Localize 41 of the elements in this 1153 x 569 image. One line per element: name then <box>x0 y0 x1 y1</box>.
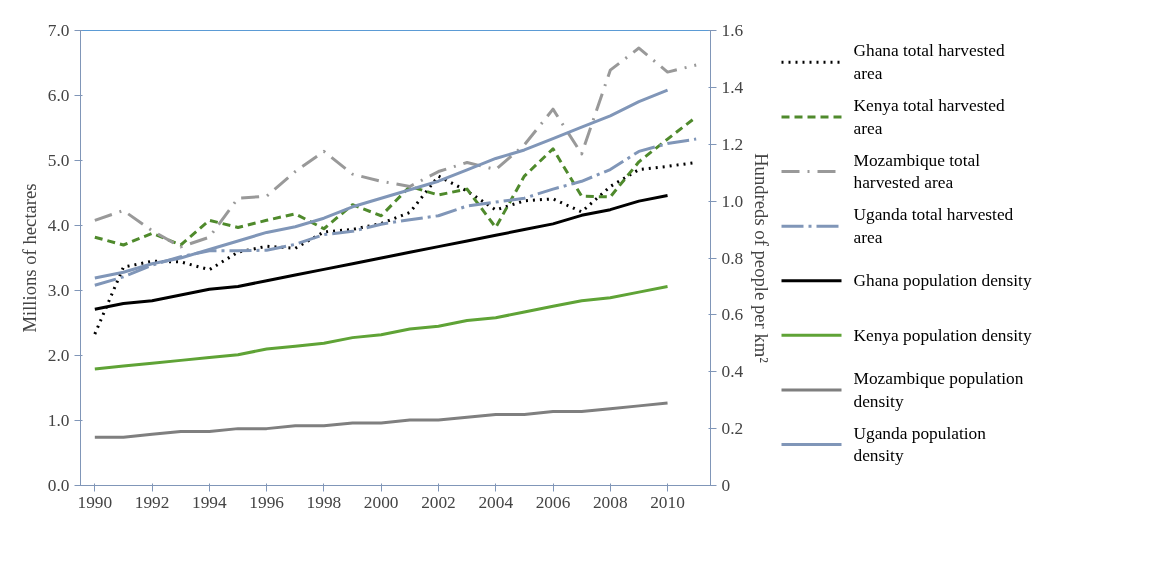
y2-tick-label: 0.4 <box>721 362 744 382</box>
y-tick-label: 7.0 <box>47 21 70 40</box>
x-tick-label: 1992 <box>134 492 170 512</box>
y2-axis-title: Hundreds of people per km² <box>751 153 773 364</box>
y2-tick-label: 1.0 <box>721 191 744 211</box>
x-tick-label: 2004 <box>478 492 514 512</box>
line-series <box>93 401 670 439</box>
x-tick-label: 2010 <box>650 492 685 512</box>
y2-tick-label: 1.2 <box>721 134 744 154</box>
y2-tick-label: 0 <box>721 476 731 495</box>
legend-label: Ghana population density <box>853 271 1032 291</box>
y-tick-label: 2.0 <box>47 346 70 365</box>
legend-label: Uganda total harvested area <box>853 205 1014 248</box>
legend-label: Mozambique population density <box>853 369 1024 411</box>
x-tick-label: 2002 <box>421 492 456 512</box>
x-tick-label: 2000 <box>363 492 399 512</box>
line-series <box>93 284 670 371</box>
x-tick-label: 1998 <box>306 492 342 512</box>
legend-label: Kenya total harvested area <box>853 96 1005 138</box>
legend-label: Kenya population density <box>853 325 1032 345</box>
y-tick-label: 6.0 <box>47 86 70 105</box>
x-tick-label: 2008 <box>592 492 628 512</box>
legend-label: Ghana total harvested area <box>853 41 1005 84</box>
y2-tick-label: 0.2 <box>721 419 744 439</box>
y-axis-title: Millions of hectares <box>18 183 40 333</box>
x-tick-label: 1996 <box>249 492 285 512</box>
y2-tick-label: 0.6 <box>721 305 744 325</box>
y-tick-label: 3.0 <box>47 281 70 300</box>
y-tick-label: 5.0 <box>47 151 70 170</box>
line-series <box>93 46 698 249</box>
x-tick-label: 1994 <box>192 492 228 512</box>
legend-label: Mozambique total harvested area <box>853 150 981 193</box>
y2-tick-label: 1.6 <box>721 21 744 40</box>
y2-tick-label: 1.4 <box>721 77 744 97</box>
y2-tick-label: 0.8 <box>721 248 744 268</box>
x-tick-label: 2006 <box>535 492 571 512</box>
y-tick-label: 4.0 <box>47 216 70 235</box>
x-tick-label: 1990 <box>77 492 113 512</box>
y-tick-label: 0.0 <box>47 476 70 495</box>
y-tick-label: 1.0 <box>47 411 70 430</box>
legend-label: Uganda population density <box>853 423 987 466</box>
